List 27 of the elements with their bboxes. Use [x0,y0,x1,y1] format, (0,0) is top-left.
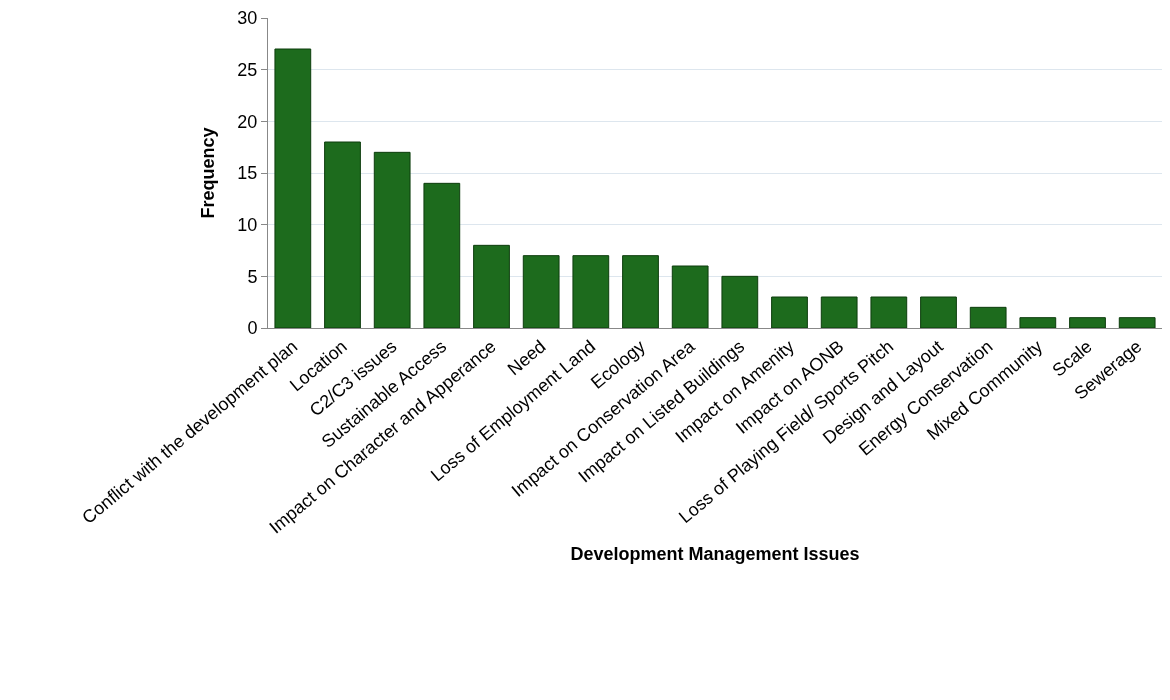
x-axis-title: Development Management Issues [570,543,860,564]
bar [423,182,461,328]
bar [920,296,957,328]
bar [671,265,709,328]
bar [274,48,312,328]
bar [522,255,560,328]
bar [1019,317,1057,328]
bar [771,296,808,328]
bar [622,255,659,328]
y-tick-label: 10 [237,214,258,235]
bar [572,255,610,328]
y-axis-title: Frequency [197,127,218,219]
y-tick-label: 30 [237,8,258,29]
bar [721,275,759,328]
y-tick-label: 0 [247,318,258,339]
bar [324,141,361,328]
bar [1069,317,1106,328]
y-tick-label: 15 [237,163,258,184]
y-tick-label: 25 [237,59,258,80]
bar [870,296,908,328]
bar [1118,317,1156,328]
bar [969,306,1007,328]
bar [820,296,858,328]
y-tick-label: 5 [247,266,258,287]
bar [473,244,510,328]
bar [373,151,411,328]
y-tick-label: 20 [237,111,258,132]
